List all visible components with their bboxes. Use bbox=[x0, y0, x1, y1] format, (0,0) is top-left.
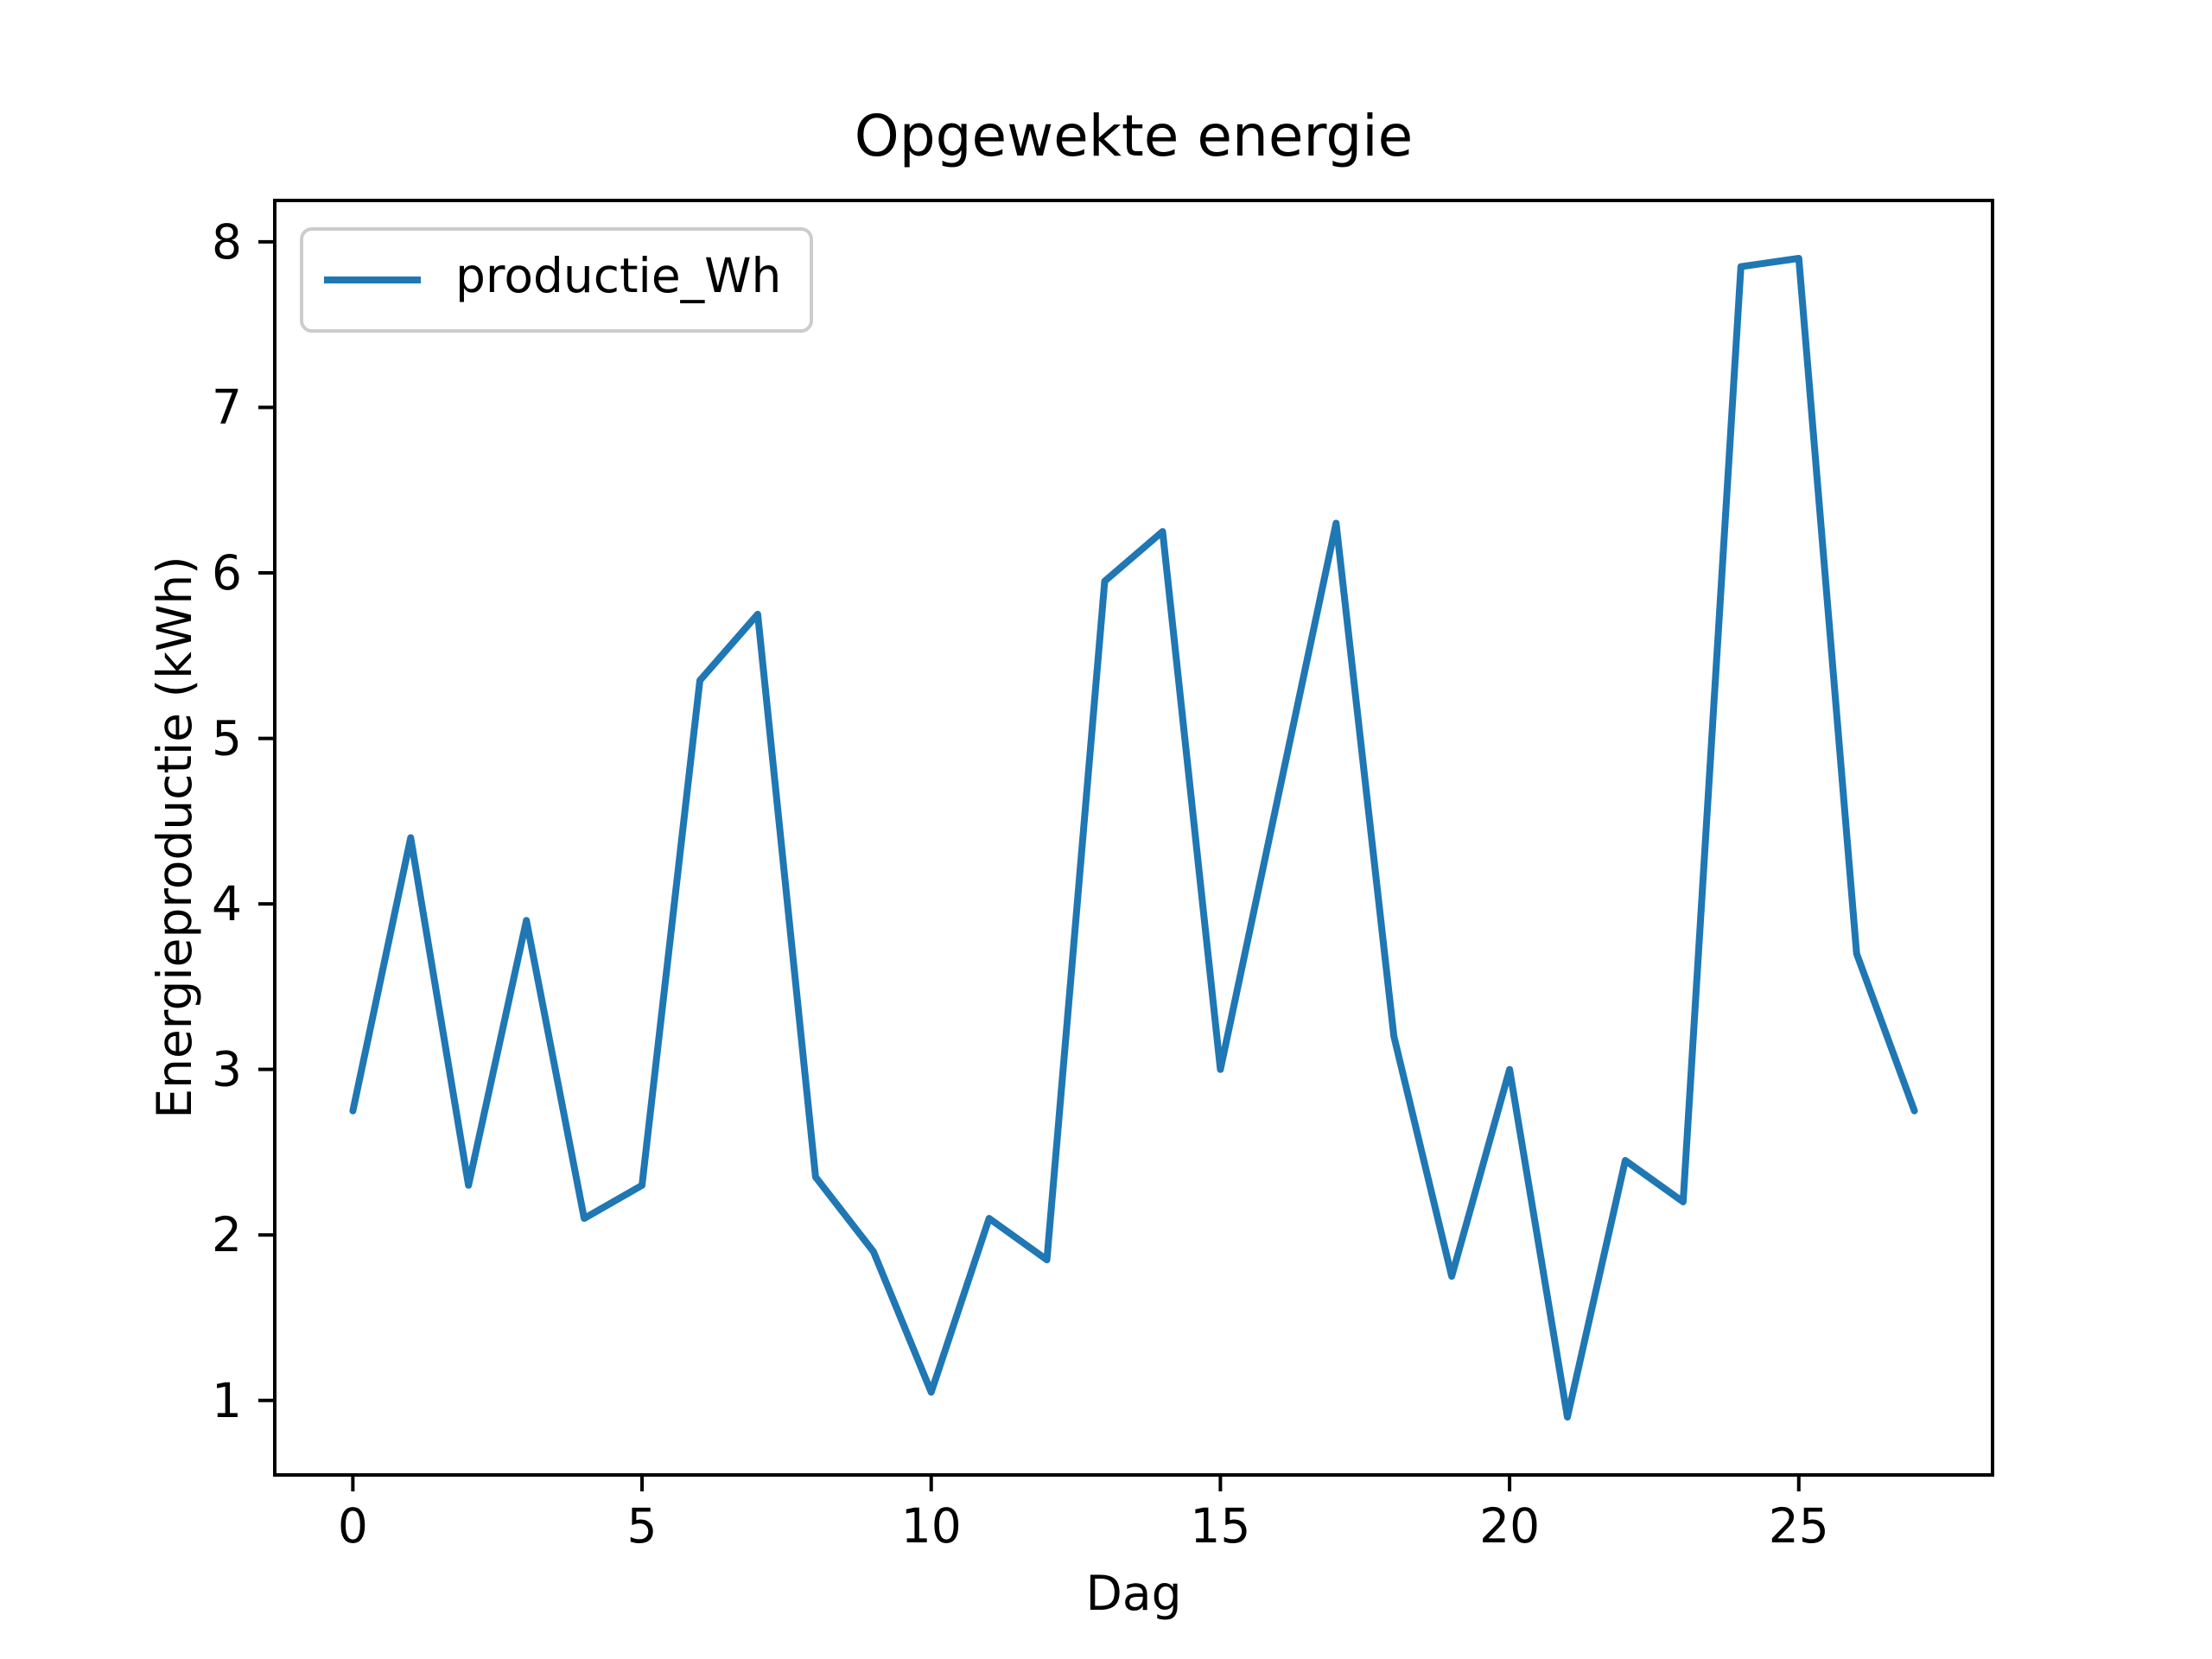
x-tick-label: 15 bbox=[1190, 1498, 1250, 1554]
legend: productie_Wh bbox=[300, 227, 813, 333]
y-axis-label: Energieproductie (kWh) bbox=[147, 556, 202, 1119]
y-tick-label: 2 bbox=[212, 1207, 242, 1262]
chart-title: Opgewekte energie bbox=[854, 103, 1414, 169]
legend-label: productie_Wh bbox=[455, 247, 782, 303]
x-tick-label: 5 bbox=[627, 1498, 658, 1554]
x-tick-label: 25 bbox=[1769, 1498, 1829, 1554]
x-tick-label: 20 bbox=[1479, 1498, 1540, 1554]
y-tick-label: 1 bbox=[212, 1373, 242, 1428]
x-axis-label: Dag bbox=[1085, 1566, 1182, 1621]
y-tick-label: 6 bbox=[212, 545, 242, 601]
y-tick-label: 8 bbox=[212, 214, 242, 270]
y-tick-label: 7 bbox=[212, 379, 242, 435]
y-tick-label: 4 bbox=[212, 876, 242, 931]
y-tick-label: 3 bbox=[212, 1042, 242, 1097]
x-tick-label: 10 bbox=[901, 1498, 962, 1554]
x-tick-label: 0 bbox=[338, 1498, 368, 1554]
legend-line-swatch bbox=[324, 276, 421, 283]
y-tick-label: 5 bbox=[212, 711, 242, 766]
plot-frame bbox=[273, 199, 1994, 1477]
series-line-productie_Wh bbox=[349, 255, 1918, 1421]
